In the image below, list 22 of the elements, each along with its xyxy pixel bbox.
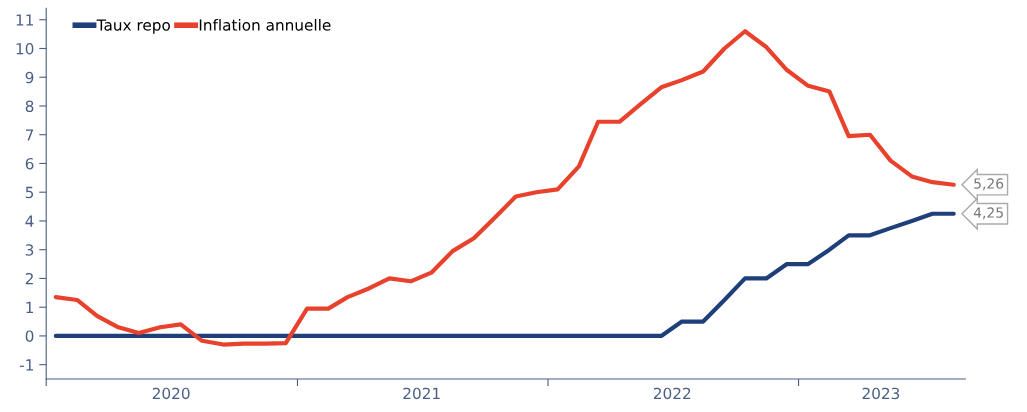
annotation: 5,26	[974, 178, 1004, 191]
x-tick-label: 2023	[862, 387, 900, 400]
y-tick-label: 2	[25, 272, 33, 285]
y-tick-label: 7	[25, 129, 34, 141]
y-tick-label: 9	[25, 71, 34, 84]
x-tick-label: 2021	[403, 387, 440, 400]
y-tick-label: 10	[16, 42, 34, 55]
y-tick-label: 4	[25, 215, 34, 227]
y-tick-label: 3	[25, 244, 34, 256]
y-tick-label: 5	[25, 186, 34, 199]
y-tick-label: 1	[26, 301, 33, 313]
annotation: 4,25	[973, 207, 1003, 220]
y-tick-label: 8	[25, 100, 34, 112]
y-tick-label: 11	[16, 14, 33, 26]
y-tick-label: -1	[19, 359, 33, 371]
x-tick-label: 2020	[152, 387, 190, 400]
x-tick-label: 2022	[653, 387, 691, 400]
y-tick-label: 0	[25, 330, 34, 342]
y-tick-label: 6	[25, 157, 34, 170]
legend-label: Inflation annuelle	[199, 18, 331, 31]
line-series	[53, 211, 956, 339]
legend-label: Taux repo	[96, 19, 170, 34]
